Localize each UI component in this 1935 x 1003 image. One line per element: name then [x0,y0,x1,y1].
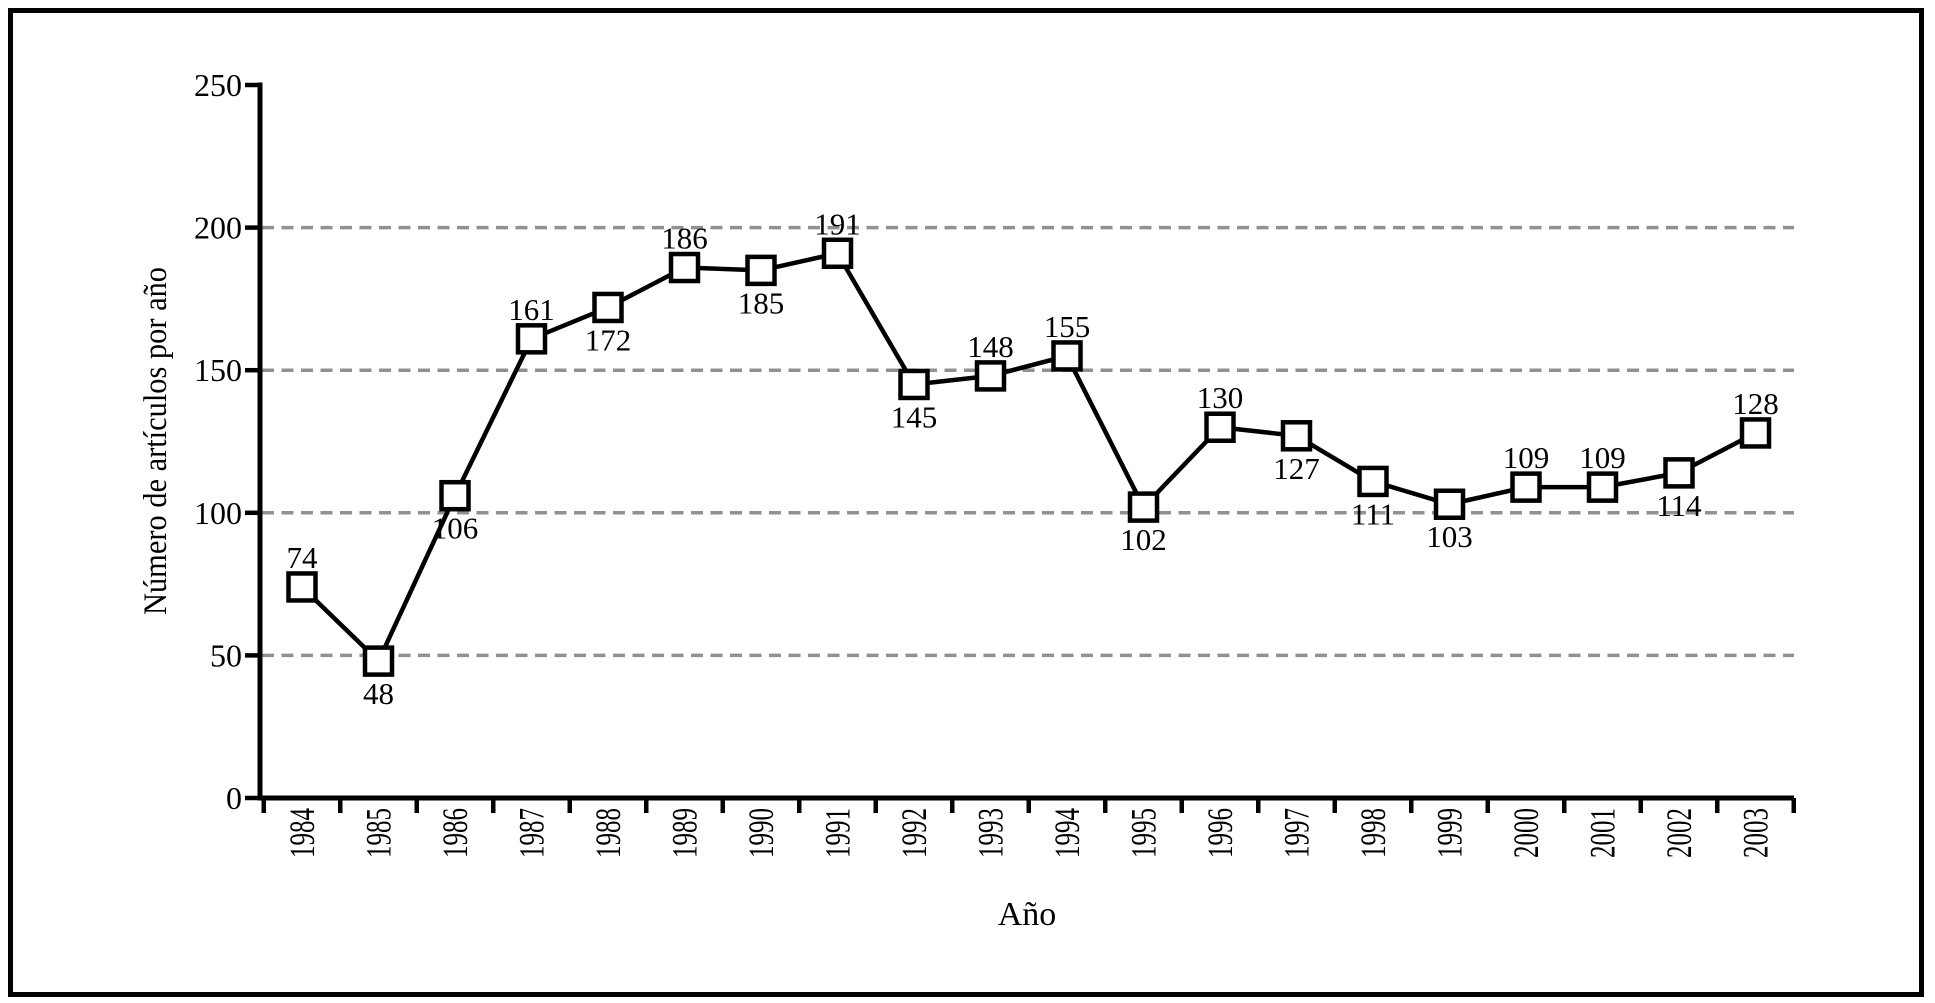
data-point-marker-1987 [515,323,548,355]
data-point-label-1987: 161 [508,292,555,327]
x-tick-label-1994: 1994 [1047,808,1087,858]
data-point-marker-1997 [1280,420,1313,452]
data-point-label-2003: 128 [1732,386,1779,421]
data-point-marker-1986 [439,479,471,512]
data-point-label-1986: 106 [432,511,479,546]
x-tick-label-1991: 1991 [818,808,858,858]
data-point-marker-1984 [286,571,318,603]
data-point-marker-1989 [668,251,701,284]
data-point-marker-1996 [1204,411,1236,443]
outer-border [8,8,1924,997]
data-point-marker-1992 [898,368,930,401]
data-point-marker-1998 [1357,465,1389,498]
x-tick-label-2003: 2003 [1736,808,1776,858]
data-point-marker-1994 [1051,340,1083,372]
data-point-label-1995: 102 [1120,522,1167,557]
x-tick-label-1985: 1985 [359,808,399,858]
data-point-marker-1990 [745,254,777,287]
y-tick-label: 100 [194,495,242,531]
data-point-label-1991: 191 [814,206,861,241]
data-point-marker-2003 [1739,417,1772,449]
data-point-label-1984: 74 [287,540,319,575]
x-tick-label-1987: 1987 [512,808,552,858]
y-tick-label: 200 [194,210,242,246]
x-tick-label-1990: 1990 [741,808,781,858]
x-tick-label-1995: 1995 [1124,808,1164,858]
data-point-marker-2002 [1663,457,1695,489]
data-point-marker-1993 [974,360,1007,392]
x-tick-label-1984: 1984 [282,808,322,858]
x-tick-label-1999: 1999 [1430,808,1470,858]
x-tick-label-2001: 2001 [1583,808,1623,858]
x-tick-label-1993: 1993 [971,808,1011,858]
data-point-label-1990: 185 [738,285,785,320]
y-tick-label: 50 [210,637,242,673]
data-point-label-1998: 111 [1351,496,1395,531]
x-tick-label-1986: 1986 [435,808,475,858]
data-point-marker-1985 [362,645,395,677]
y-axis-title: Número de artículos por año [138,267,174,615]
data-point-label-1994: 155 [1044,309,1091,344]
data-point-label-1988: 172 [585,322,632,357]
data-point-marker-2000 [1510,471,1542,503]
x-tick-label-1992: 1992 [894,808,934,858]
data-point-label-1985: 48 [363,676,394,711]
x-tick-label-1997: 1997 [1277,808,1317,858]
y-tick-label: 250 [194,67,242,103]
y-tick-label: 150 [194,352,242,388]
x-tick-label-1988: 1988 [588,808,628,858]
x-tick-label-2002: 2002 [1659,808,1699,858]
x-tick-label-2000: 2000 [1506,808,1546,858]
data-point-label-1992: 145 [891,399,938,434]
data-point-label-1997: 127 [1273,451,1320,486]
data-point-marker-1995 [1127,491,1160,523]
data-point-label-2001: 109 [1579,440,1626,475]
y-tick-label: 0 [226,780,242,816]
x-tick-label-1998: 1998 [1353,808,1393,858]
x-tick-label-1996: 1996 [1200,808,1240,858]
data-point-marker-2001 [1586,471,1619,503]
data-point-marker-1991 [821,237,854,270]
data-point-label-1989: 186 [661,221,708,256]
data-point-label-1993: 148 [967,329,1014,364]
data-point-marker-1988 [592,291,624,324]
data-point-label-2000: 109 [1503,440,1550,475]
x-tick-label-1989: 1989 [665,808,705,858]
data-point-label-2002: 114 [1656,488,1702,523]
data-point-label-1996: 130 [1197,380,1244,415]
data-point-label-1999: 103 [1426,519,1473,554]
x-axis-title: Año [998,896,1057,933]
data-point-marker-1999 [1433,488,1466,520]
